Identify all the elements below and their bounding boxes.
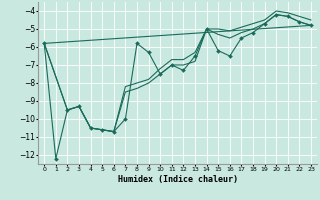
X-axis label: Humidex (Indice chaleur): Humidex (Indice chaleur) [118, 175, 238, 184]
